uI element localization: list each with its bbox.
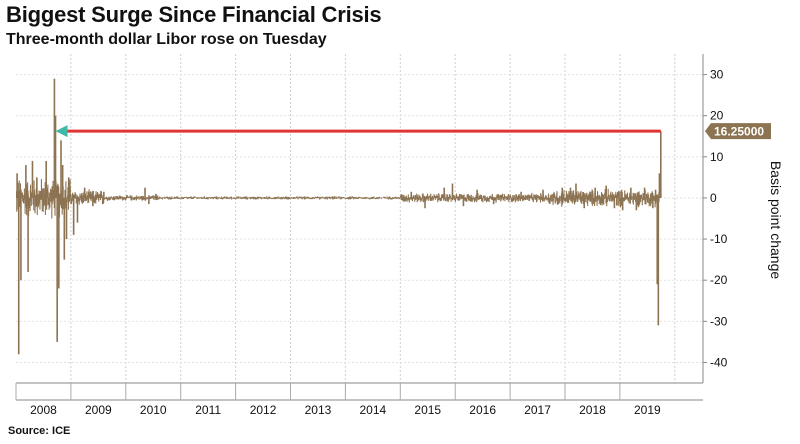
source-note: Source: ICE <box>8 425 71 437</box>
x-tick-label: 2010 <box>140 403 167 417</box>
x-tick-label: 2013 <box>305 403 332 417</box>
y-tick-label: -30 <box>710 314 728 328</box>
chart-title: Biggest Surge Since Financial Crisis <box>6 2 382 27</box>
x-tick-label: 2008 <box>30 403 57 417</box>
x-tick-label: 2016 <box>469 403 496 417</box>
bar-series <box>16 78 662 355</box>
y-axis-label: Basis point change <box>768 161 784 280</box>
y-tick-label: -40 <box>710 355 728 369</box>
chart-subtitle: Three-month dollar Libor rose on Tuesday <box>6 31 327 48</box>
x-tick-label: 2009 <box>85 403 112 417</box>
y-tick-label: 30 <box>710 68 724 82</box>
y-tick-label: 10 <box>710 150 724 164</box>
grid <box>16 54 703 383</box>
y-tick-label: -20 <box>710 273 728 287</box>
last-value-label: 16.25000 <box>714 125 764 139</box>
x-tick-label: 2018 <box>579 403 606 417</box>
annotation: 16.25000 <box>55 123 771 140</box>
x-tick-label: 2014 <box>359 403 386 417</box>
x-tick-label: 2015 <box>414 403 441 417</box>
x-tick-label: 2012 <box>250 403 277 417</box>
last-value-badge <box>705 123 771 140</box>
arrow-head <box>55 125 68 138</box>
y-tick-label: 0 <box>710 191 717 205</box>
y-tick-label: 20 <box>710 109 724 123</box>
x-tick-label: 2011 <box>195 403 221 417</box>
x-tick-label: 2017 <box>524 403 551 417</box>
x-tick-label: 2019 <box>634 403 661 417</box>
y-tick-label: -10 <box>710 232 728 246</box>
